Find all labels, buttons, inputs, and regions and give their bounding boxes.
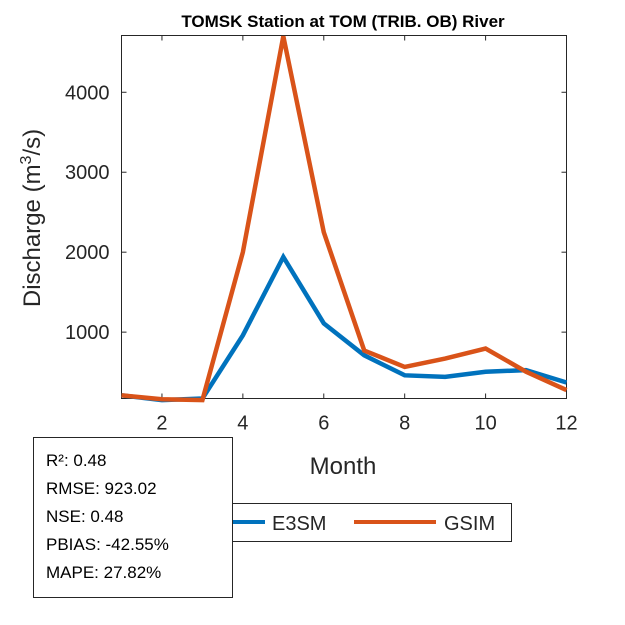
y-tick-label: 1000: [65, 322, 110, 344]
stat-pbias: PBIAS: -42.55%: [46, 535, 169, 554]
stat-mape: MAPE: 27.82%: [46, 563, 162, 582]
stat-rmse: RMSE: 923.02: [46, 479, 157, 498]
series-line-gsim: [121, 35, 568, 403]
x-tick-label: 10: [474, 413, 496, 435]
x-tick-label: 4: [237, 413, 248, 435]
y-tick-label: 3000: [65, 162, 110, 184]
y-tick-label: 2000: [65, 242, 110, 264]
x-axis-label: Month: [310, 453, 377, 480]
legend: E3SM GSIM: [220, 503, 512, 542]
y-tick-label: 4000: [65, 82, 110, 104]
stats-box: R²: 0.48 RMSE: 923.02 NSE: 0.48 PBIAS: -…: [33, 437, 233, 598]
plot-box: [121, 35, 567, 399]
stat-r2: R²: 0.48: [46, 451, 107, 470]
x-tick-label: 8: [399, 413, 410, 435]
x-tick-label: 6: [318, 413, 329, 435]
stat-nse: NSE: 0.48: [46, 507, 124, 526]
x-tick-label: 2: [156, 413, 167, 435]
chart-title: TOMSK Station at TOM (TRIB. OB) River: [181, 12, 505, 31]
series-line-e3sm: [121, 252, 568, 403]
y-axis-label: Discharge (m3/s): [18, 129, 46, 307]
legend-label-gsim: GSIM: [444, 513, 495, 535]
x-tick-label: 12: [555, 413, 577, 435]
legend-label-e3sm: E3SM: [272, 513, 326, 535]
